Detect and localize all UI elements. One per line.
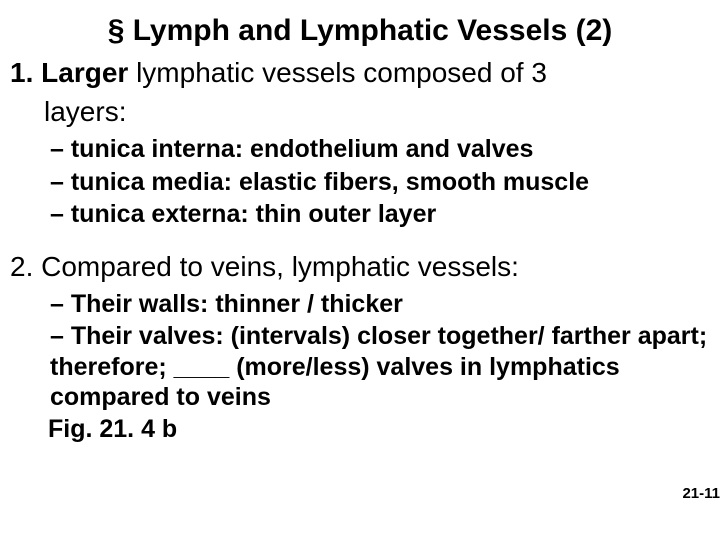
figure-ref: Fig. 21. 4 b — [10, 415, 710, 444]
point-1-rest-a: lymphatic vessels composed of 3 — [128, 57, 547, 88]
point-2-strong: Compared to veins — [41, 251, 276, 282]
spacer — [10, 232, 710, 250]
list-item: – Their walls: thinner / thicker — [50, 289, 710, 320]
point-1-sublist: – tunica interna: endothelium and valves… — [10, 134, 710, 230]
list-item: – Their valves: (intervals) closer toget… — [50, 321, 710, 413]
list-item: – tunica interna: endothelium and valves — [50, 134, 710, 165]
list-item: – tunica media: elastic fibers, smooth m… — [50, 167, 710, 198]
slide-title: § Lymph and Lymphatic Vessels (2) — [10, 14, 710, 48]
point-2-number: 2. — [10, 251, 33, 282]
point-1-number: 1. — [10, 57, 33, 88]
point-1-line2: layers: — [10, 95, 710, 128]
point-1: 1. Larger lymphatic vessels composed of … — [10, 56, 710, 89]
point-2: 2. Compared to veins, lymphatic vessels: — [10, 250, 710, 283]
list-item: – tunica externa: thin outer layer — [50, 199, 710, 230]
point-2-sublist: – Their walls: thinner / thicker – Their… — [10, 289, 710, 413]
slide-container: § Lymph and Lymphatic Vessels (2) 1. Lar… — [0, 0, 720, 540]
page-number: 21-11 — [682, 485, 720, 502]
point-2-rest: , lymphatic vessels: — [276, 251, 519, 282]
point-1-strong: Larger — [41, 57, 128, 88]
